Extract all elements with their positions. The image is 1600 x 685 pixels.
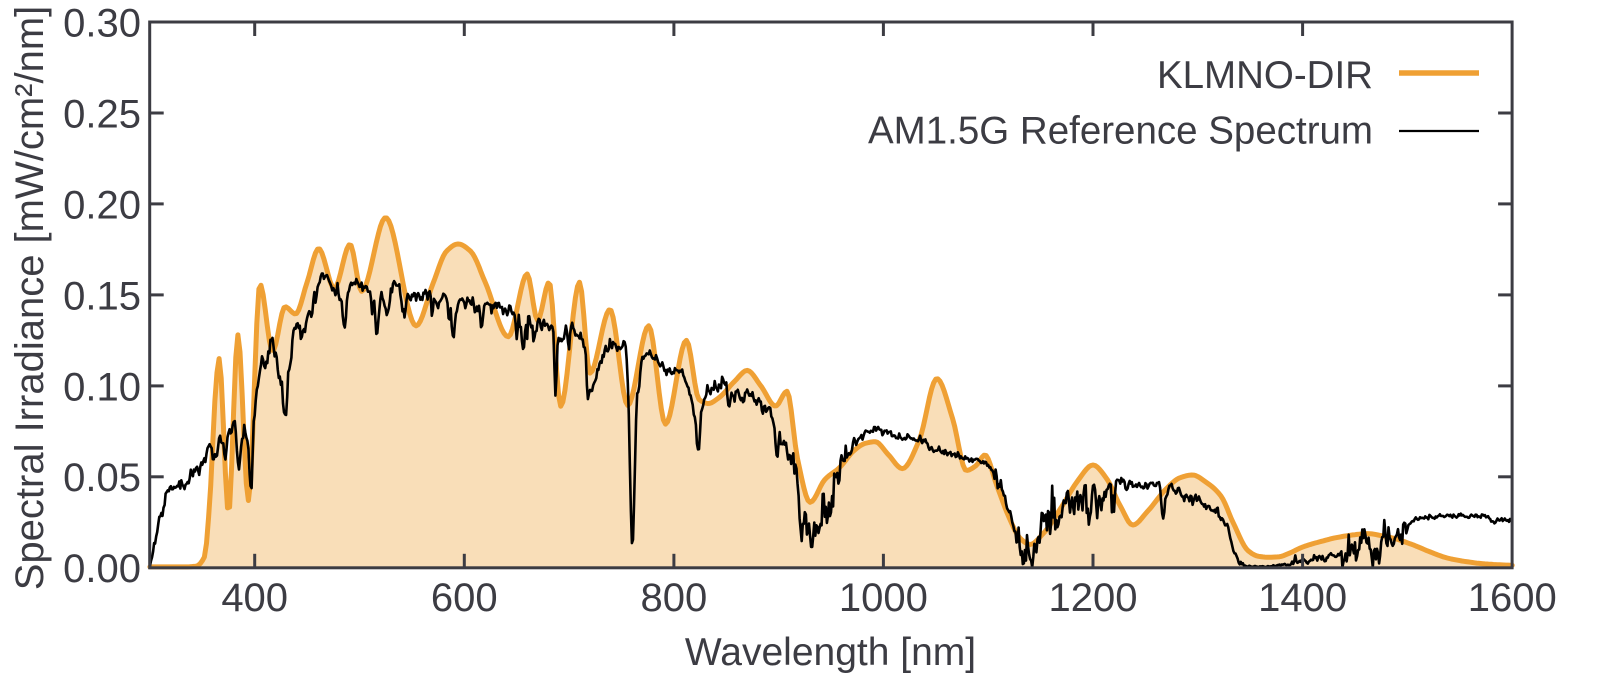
svg-text:0.15: 0.15 bbox=[63, 274, 141, 318]
svg-text:1600: 1600 bbox=[1468, 576, 1557, 620]
svg-text:KLMNO-DIR: KLMNO-DIR bbox=[1157, 54, 1373, 97]
svg-text:Spectral Irradiance [mW/cm²/nm: Spectral Irradiance [mW/cm²/nm] bbox=[8, 6, 52, 591]
svg-text:0.05: 0.05 bbox=[63, 456, 141, 500]
svg-text:0.20: 0.20 bbox=[63, 183, 141, 227]
svg-text:Wavelength [nm]: Wavelength [nm] bbox=[685, 631, 976, 674]
svg-text:0.10: 0.10 bbox=[63, 365, 141, 409]
svg-text:1000: 1000 bbox=[839, 576, 928, 620]
svg-text:600: 600 bbox=[431, 576, 498, 620]
svg-text:400: 400 bbox=[221, 576, 288, 620]
svg-text:0.00: 0.00 bbox=[63, 547, 141, 591]
svg-text:AM1.5G Reference Spectrum: AM1.5G Reference Spectrum bbox=[868, 110, 1373, 153]
svg-text:0.30: 0.30 bbox=[63, 1, 141, 45]
svg-text:0.25: 0.25 bbox=[63, 92, 141, 136]
svg-text:1400: 1400 bbox=[1258, 576, 1347, 620]
svg-text:1200: 1200 bbox=[1049, 576, 1138, 620]
svg-text:800: 800 bbox=[641, 576, 708, 620]
